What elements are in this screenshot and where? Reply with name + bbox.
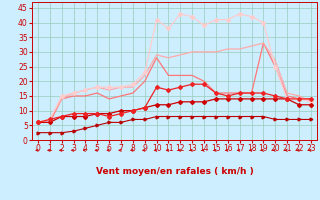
X-axis label: Vent moyen/en rafales ( km/h ): Vent moyen/en rafales ( km/h ) <box>96 167 253 176</box>
